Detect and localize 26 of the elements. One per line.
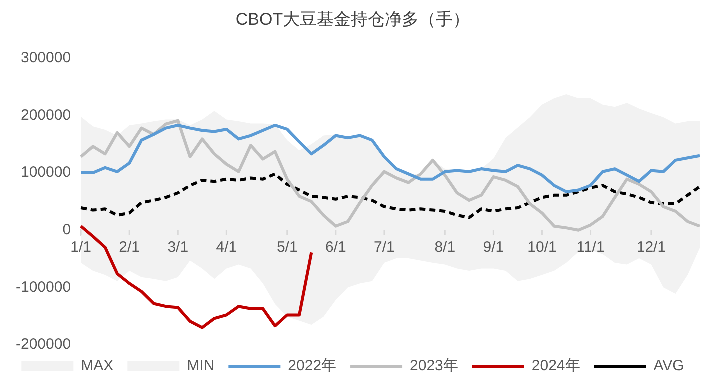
- y-tick-label: -100000: [16, 278, 72, 296]
- y-tick-label: 0: [62, 222, 72, 238]
- y-tick-label: -200000: [16, 336, 72, 354]
- x-tick-label: 12/1: [636, 239, 666, 256]
- x-tick-label: 10/1: [528, 239, 557, 256]
- x-tick-label: 9/1: [483, 239, 504, 256]
- x-tick-label: 5/1: [276, 239, 298, 256]
- y-tick-label: 200000: [20, 106, 72, 124]
- legend-label: 2023年: [410, 358, 458, 375]
- chart-title: CBOT大豆基金持仓净多（手）: [236, 10, 470, 29]
- legend-label: 2024年: [532, 358, 580, 375]
- x-tick-label: 4/1: [216, 239, 238, 256]
- x-tick-label: 11/1: [576, 239, 605, 256]
- legend-label: MAX: [81, 358, 114, 375]
- x-tick-label: 1/1: [70, 239, 92, 256]
- legend-label: 2022年: [288, 358, 337, 375]
- x-tick-label: 8/1: [434, 239, 456, 256]
- legend-label: AVG: [654, 358, 684, 375]
- y-tick-label: 100000: [20, 164, 72, 182]
- x-tick-label: 6/1: [325, 239, 346, 256]
- line-series: [80, 172, 702, 220]
- x-tick-label: 3/1: [168, 239, 189, 256]
- y-tick-label: 300000: [20, 50, 72, 67]
- x-tick-label: 2/1: [119, 239, 140, 256]
- x-tick-label: 7/1: [374, 239, 395, 256]
- legend-label: MIN: [187, 358, 215, 375]
